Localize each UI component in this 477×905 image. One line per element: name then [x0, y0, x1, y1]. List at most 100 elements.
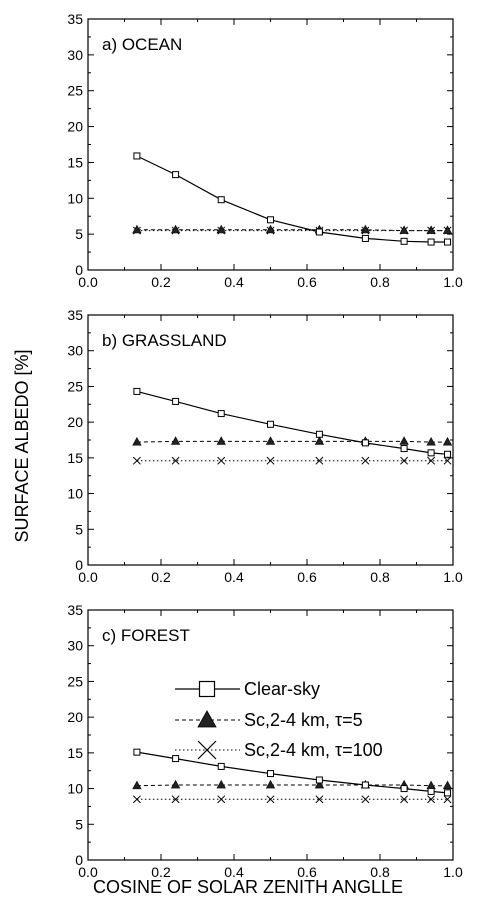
data-point-sc-tau-100 [427, 456, 436, 465]
y-axis-title: SURFACE ALBEDO [%] [12, 349, 32, 542]
x-tick-label: 1.0 [443, 274, 463, 290]
legend-marker-sc-tau-100 [197, 740, 217, 760]
data-point-sc-tau-100 [217, 795, 226, 804]
y-tick-label: 10 [67, 190, 83, 206]
y-tick-label: 25 [67, 83, 83, 99]
x-tick-label: 1.0 [443, 569, 463, 585]
data-point-sc-tau-100 [132, 456, 141, 465]
data-point-sc-tau-100 [315, 795, 324, 804]
data-point-sc-tau-5 [314, 436, 325, 445]
data-point-sc-tau-5 [442, 780, 453, 790]
y-tick-label: 20 [67, 709, 83, 725]
data-point-clear-sky [133, 387, 141, 395]
data-point-sc-tau-5 [265, 436, 276, 445]
data-point-clear-sky [267, 770, 274, 778]
data-point-sc-tau-100 [132, 795, 141, 804]
data-point-clear-sky [361, 781, 369, 789]
data-point-sc-tau-5 [426, 225, 436, 234]
data-point-sc-tau-5 [170, 779, 181, 789]
data-point-sc-tau-5 [216, 224, 226, 234]
x-tick-label: 0.2 [151, 569, 171, 585]
data-point-sc-tau-100 [361, 456, 370, 465]
x-tick-label: 0.8 [370, 569, 390, 585]
legend: Clear-sky Sc,2-4 km, τ=5 Sc,2-4 km, τ=100 [175, 679, 383, 760]
data-point-sc-tau-5 [170, 436, 181, 445]
legend-label-sc-tau-5: Sc,2-4 km, τ=5 [244, 710, 363, 730]
y-tick-label: 35 [67, 11, 83, 27]
x-tick-label: 0.2 [151, 864, 171, 880]
data-point-clear-sky [444, 789, 452, 797]
y-tick-label: 10 [67, 486, 83, 502]
data-point-clear-sky [172, 171, 180, 179]
y-tick-label: 5 [75, 816, 83, 832]
y-tick-label: 0 [75, 852, 83, 868]
data-point-sc-tau-100 [266, 795, 275, 804]
panel-title: c) FOREST [102, 626, 190, 645]
series-line-clear-sky [136, 390, 448, 455]
data-point-sc-tau-5 [265, 779, 276, 789]
data-point-sc-tau-5 [170, 224, 181, 234]
data-point-sc-tau-100 [171, 795, 180, 804]
data-point-clear-sky [172, 397, 180, 405]
data-point-sc-tau-5 [216, 436, 226, 445]
y-tick-label: 30 [67, 638, 83, 654]
data-point-sc-tau-5 [265, 224, 276, 234]
x-tick-label: 0.6 [297, 569, 317, 585]
data-point-clear-sky [217, 410, 225, 418]
x-tick-label: 0.4 [224, 274, 244, 290]
data-point-sc-tau-5 [132, 780, 142, 790]
y-tick-label: 10 [67, 781, 83, 797]
legend-marker-sc-tau-5 [197, 710, 217, 728]
x-tick-label: 0.4 [224, 864, 244, 880]
data-point-clear-sky [315, 228, 323, 236]
data-point-sc-tau-100 [427, 795, 436, 804]
y-tick-label: 25 [67, 378, 83, 394]
x-tick-label: 0.4 [224, 569, 244, 585]
data-point-clear-sky [400, 237, 408, 245]
y-tick-label: 25 [67, 673, 83, 689]
data-point-sc-tau-100 [400, 456, 409, 465]
x-tick-label: 0.2 [151, 274, 171, 290]
y-tick-label: 5 [75, 521, 83, 537]
x-tick-label: 0.6 [297, 274, 317, 290]
y-tick-label: 30 [67, 343, 83, 359]
y-tick-label: 15 [67, 154, 83, 170]
data-point-clear-sky [361, 234, 369, 242]
x-axis-title: COSINE OF SOLAR ZENITH ANGLLE [93, 877, 403, 897]
y-tick-label: 30 [67, 47, 83, 63]
data-point-sc-tau-5 [132, 437, 142, 446]
data-point-sc-tau-100 [443, 795, 452, 804]
data-point-clear-sky [267, 216, 274, 224]
data-point-sc-tau-100 [266, 456, 275, 465]
data-point-sc-tau-5 [442, 437, 453, 446]
data-point-clear-sky [400, 785, 408, 793]
x-tick-label: 0.8 [370, 864, 390, 880]
legend-label-sc-tau-100: Sc,2-4 km, τ=100 [244, 740, 383, 760]
y-tick-label: 35 [67, 602, 83, 618]
y-tick-label: 0 [75, 262, 83, 278]
data-point-clear-sky [427, 238, 435, 246]
legend-marker-clear-sky [198, 680, 216, 698]
y-tick-label: 15 [67, 450, 83, 466]
x-tick-label: 0.8 [370, 274, 390, 290]
data-point-sc-tau-5 [399, 225, 409, 234]
data-point-clear-sky [444, 450, 452, 458]
y-tick-label: 15 [67, 745, 83, 761]
y-tick-label: 20 [67, 119, 83, 135]
data-point-clear-sky [172, 755, 180, 763]
data-point-sc-tau-5 [426, 437, 436, 446]
x-tick-label: 0.0 [78, 274, 98, 290]
data-point-sc-tau-5 [442, 225, 453, 234]
data-point-sc-tau-100 [171, 456, 180, 465]
data-point-sc-tau-5 [216, 779, 226, 789]
y-tick-label: 5 [75, 226, 83, 242]
x-tick-label: 0.0 [78, 569, 98, 585]
data-point-clear-sky [315, 776, 323, 784]
panel-title: a) OCEAN [102, 35, 182, 54]
series-line-sc-tau-5 [136, 440, 448, 443]
data-point-clear-sky [315, 430, 323, 438]
data-point-clear-sky [133, 152, 141, 160]
panel-title: b) GRASSLAND [102, 331, 227, 350]
panel-grassland: 0 5 10 15 20 25 30 35 0.0 0.2 0.4 0.6 0.8 1.0 b) GRASS… [67, 307, 463, 585]
